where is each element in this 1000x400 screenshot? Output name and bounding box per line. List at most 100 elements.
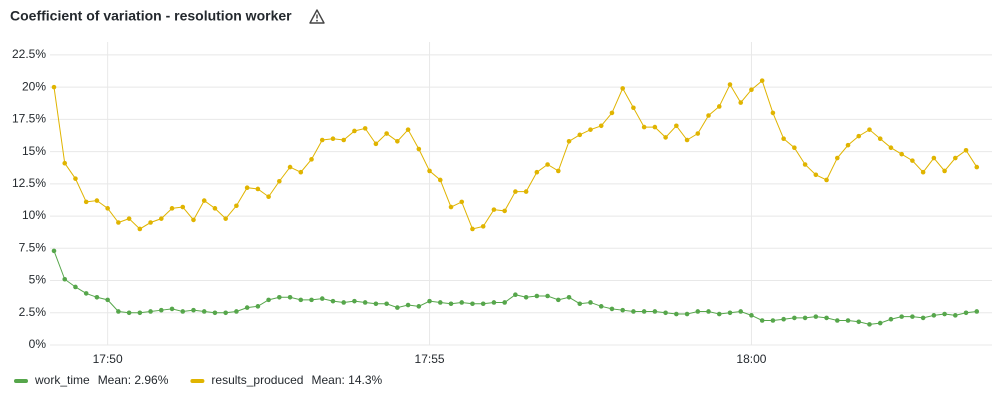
data-point — [395, 138, 400, 144]
y-tick-label: 12.5% — [12, 176, 46, 190]
data-point — [802, 315, 808, 321]
data-point — [877, 320, 883, 326]
data-point — [738, 309, 744, 314]
legend-calc: Mean: 2.96% — [98, 373, 169, 387]
data-point — [223, 310, 228, 316]
data-point — [813, 172, 819, 178]
data-point — [963, 148, 969, 153]
data-point — [502, 208, 507, 214]
data-point — [867, 127, 872, 132]
data-point — [641, 124, 647, 130]
legend-item: work_time Mean: 2.96% — [14, 373, 169, 387]
data-point — [770, 318, 776, 323]
data-point — [437, 177, 443, 183]
y-tick-label: 20% — [22, 79, 46, 93]
data-point — [191, 217, 196, 223]
data-point — [405, 302, 411, 308]
data-point — [566, 138, 572, 144]
data-point — [470, 226, 475, 232]
panel-title: Coefficient of variation - resolution wo… — [10, 8, 292, 24]
data-point — [674, 123, 679, 129]
data-point — [631, 309, 636, 314]
data-point — [491, 207, 497, 212]
data-point — [266, 297, 271, 303]
data-point — [298, 297, 304, 303]
data-point — [513, 292, 518, 298]
data-point — [137, 310, 143, 316]
data-point — [953, 313, 958, 318]
data-point — [384, 131, 389, 136]
data-point — [309, 157, 314, 162]
data-point — [480, 301, 486, 307]
data-point — [598, 304, 604, 309]
data-point — [942, 168, 947, 174]
warning-icon[interactable] — [309, 9, 325, 24]
data-point — [116, 220, 121, 225]
x-tick-label: 17:50 — [93, 352, 123, 366]
data-point — [834, 155, 840, 161]
data-point — [706, 309, 711, 314]
data-point — [877, 136, 883, 142]
data-point — [792, 315, 797, 321]
data-point — [899, 151, 904, 157]
data-point — [684, 311, 690, 317]
data-point — [427, 168, 432, 174]
data-point — [674, 311, 679, 317]
x-tick-label: 17:55 — [415, 352, 445, 366]
data-point — [330, 298, 336, 304]
data-point — [577, 132, 583, 138]
data-point — [802, 162, 808, 167]
data-point — [974, 164, 980, 170]
legend-swatch — [190, 379, 205, 383]
data-point — [362, 300, 368, 305]
data-point — [362, 126, 368, 131]
data-point — [920, 315, 926, 321]
y-tick-label: 2.5% — [19, 305, 47, 319]
data-point — [974, 309, 980, 314]
data-point — [534, 169, 540, 175]
data-point — [330, 136, 336, 142]
data-point — [169, 206, 175, 211]
data-point — [523, 294, 529, 300]
data-point — [51, 248, 57, 254]
data-point — [856, 319, 862, 325]
data-point — [191, 307, 196, 313]
data-point — [459, 199, 465, 205]
data-point — [416, 304, 422, 309]
data-point — [856, 133, 862, 139]
data-point — [201, 198, 207, 203]
data-point — [491, 300, 497, 305]
data-point — [716, 311, 722, 317]
data-point — [556, 168, 561, 174]
data-point — [116, 309, 121, 314]
legend-calc: Mean: 14.3% — [311, 373, 382, 387]
data-point — [266, 194, 271, 200]
data-point — [577, 301, 583, 307]
data-point — [770, 110, 776, 116]
legend-item: results_produced Mean: 14.3% — [190, 373, 383, 387]
data-point — [641, 309, 647, 314]
data-point — [448, 301, 454, 307]
data-point — [395, 305, 400, 310]
data-point — [319, 137, 325, 143]
data-point — [942, 311, 947, 317]
data-point — [513, 189, 518, 194]
data-point — [448, 204, 454, 210]
data-point — [309, 297, 314, 303]
data-point — [716, 104, 722, 109]
data-point — [73, 176, 78, 181]
data-point — [781, 136, 786, 142]
data-point — [609, 110, 615, 116]
data-point — [727, 310, 733, 316]
data-point — [534, 293, 540, 299]
data-point — [277, 294, 282, 300]
data-point — [663, 310, 668, 316]
data-point — [277, 178, 282, 184]
data-point — [963, 310, 969, 316]
data-point — [126, 216, 132, 221]
data-point — [480, 224, 486, 229]
data-point — [159, 307, 164, 313]
data-point — [910, 314, 915, 319]
data-point — [749, 313, 754, 318]
